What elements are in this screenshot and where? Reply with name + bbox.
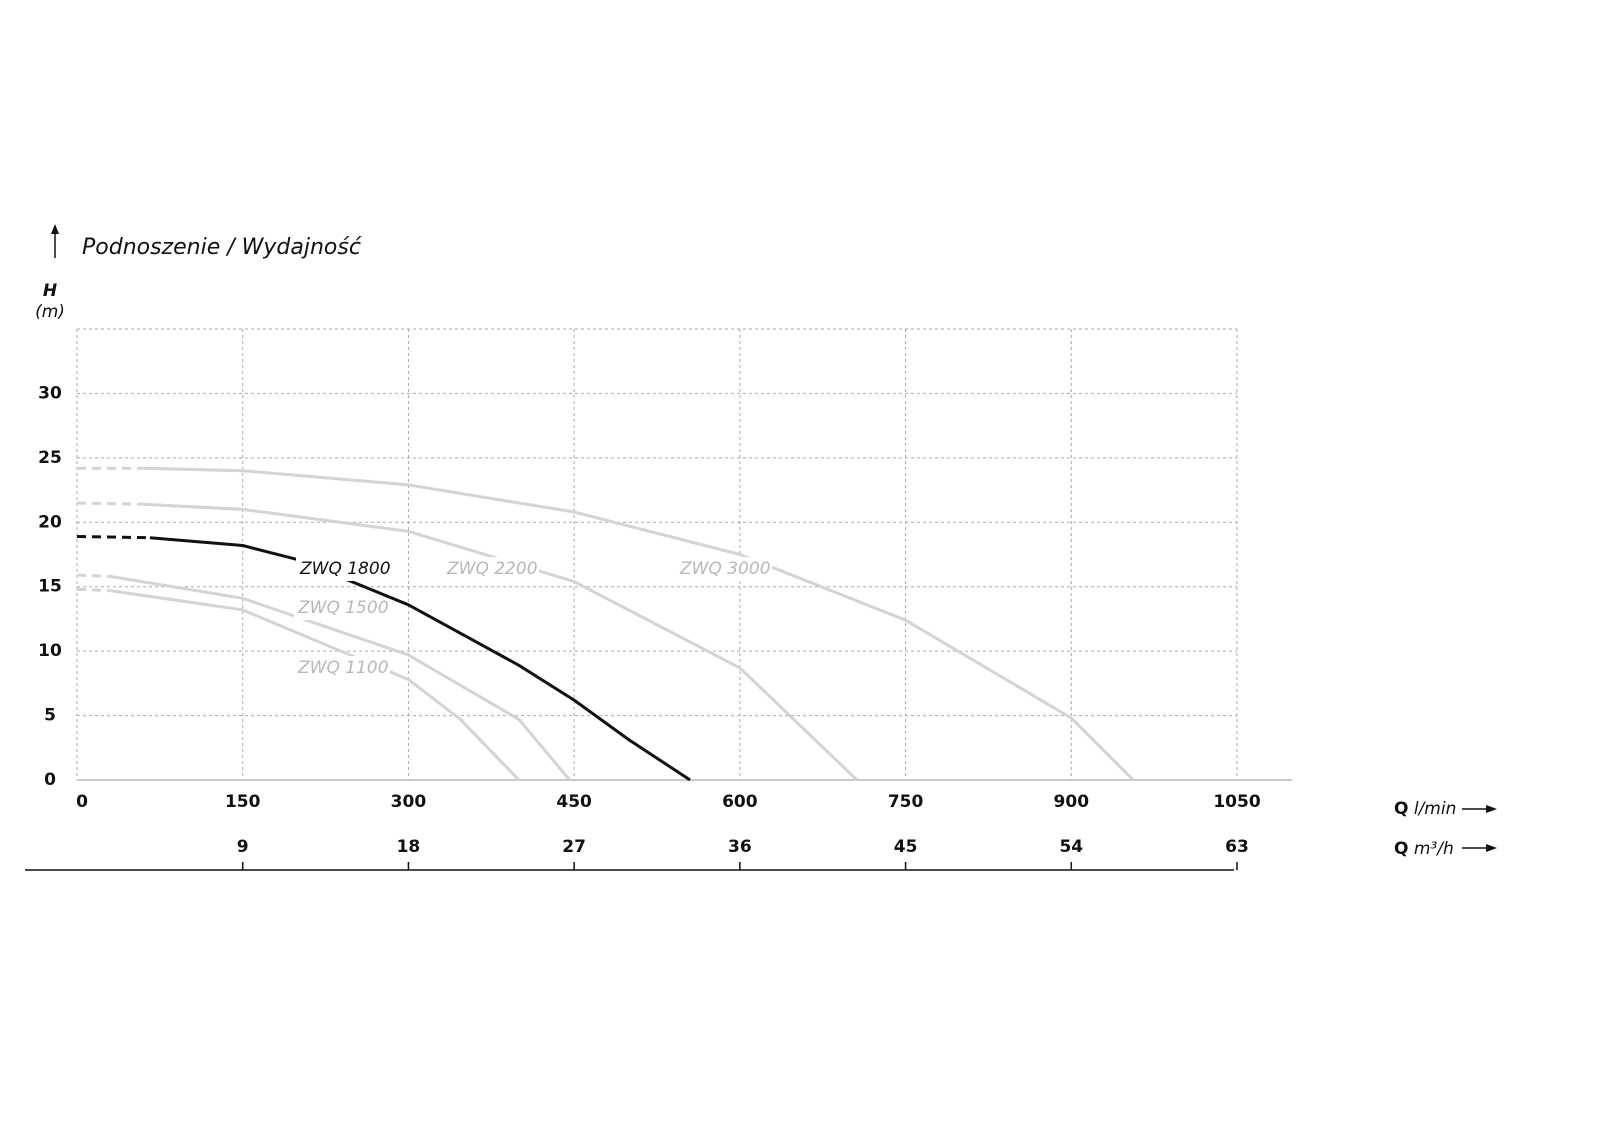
curve-start <box>76 587 111 593</box>
label-bg <box>296 557 392 581</box>
series-label: ZWQ 1800 <box>299 559 391 579</box>
y-tick-label: 0 <box>44 770 56 790</box>
x2-tick-label: 54 <box>1059 837 1083 857</box>
x2-tick-label: 9 <box>237 837 249 857</box>
arrow-head <box>1486 805 1497 813</box>
x-tick-label: 750 <box>888 792 924 812</box>
arrow-head <box>51 224 59 234</box>
y-tick-label: 5 <box>44 706 56 726</box>
x-tick-label: 300 <box>391 792 427 812</box>
series-label: ZWQ 1100 <box>297 658 389 678</box>
label-bg <box>676 557 772 581</box>
curve <box>109 589 520 782</box>
x-axis-symbol: Q <box>1394 799 1408 819</box>
chart-title: Podnoszenie / Wydajność <box>82 235 362 260</box>
x2-axis-unit: m³/h <box>1414 839 1454 859</box>
x-axis-unit: l/min <box>1414 799 1457 819</box>
x2-tick-label: 45 <box>894 837 918 857</box>
curve <box>143 466 1135 782</box>
y-tick-label: 20 <box>38 512 62 532</box>
x-tick-label: 150 <box>225 792 261 812</box>
curve <box>109 574 571 781</box>
y-tick-label: 10 <box>38 641 62 661</box>
curve-start <box>76 501 144 506</box>
label-bg <box>443 557 539 581</box>
curve <box>143 502 859 782</box>
x2-axis-label: Q m³/h <box>1394 839 1454 859</box>
y-tick-label: 25 <box>38 448 62 468</box>
x-tick-label: 600 <box>722 792 758 812</box>
series-label: ZWQ 1500 <box>297 598 389 618</box>
x2-axis-symbol: Q <box>1394 839 1408 859</box>
x2-tick-label: 27 <box>562 837 586 857</box>
x-tick-label: 1050 <box>1213 792 1260 812</box>
y-tick-label: 30 <box>38 383 62 403</box>
y-axis-label: H <box>43 281 57 301</box>
arrow-head <box>1486 844 1497 852</box>
y-tick-label: 15 <box>38 577 62 597</box>
x2-tick-label: 63 <box>1225 837 1249 857</box>
label-bg <box>294 596 390 620</box>
curve <box>149 536 691 782</box>
series-label: ZWQ 3000 <box>679 559 771 579</box>
label-bg <box>294 656 390 680</box>
series-label: ZWQ 2200 <box>446 559 538 579</box>
curve-start <box>76 535 150 540</box>
curve-start <box>76 573 111 578</box>
x-tick-label: 0 <box>76 792 88 812</box>
x-tick-label: 450 <box>556 792 592 812</box>
x2-tick-label: 36 <box>728 837 752 857</box>
x-tick-label: 900 <box>1054 792 1090 812</box>
y-axis-unit: (m) <box>35 302 65 322</box>
x-axis-label: Q l/min <box>1394 799 1456 819</box>
x2-tick-label: 18 <box>397 837 421 857</box>
